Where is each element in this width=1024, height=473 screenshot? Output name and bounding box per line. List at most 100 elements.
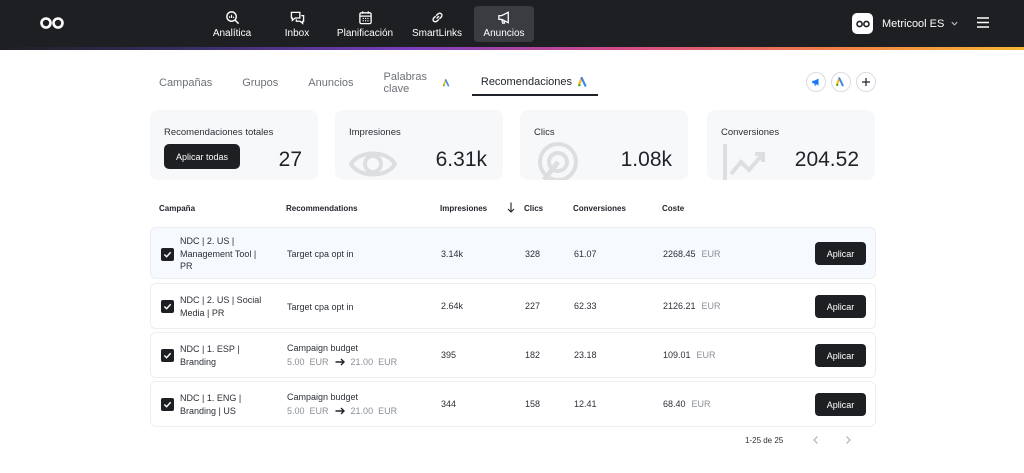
recommendation-type: Campaign budget [287, 392, 359, 402]
tab-anuncios[interactable]: Anuncios [299, 70, 362, 96]
table-row: NDC | 1. ENG | Branding | US Campaign bu… [150, 381, 876, 427]
row-checkbox[interactable] [161, 248, 174, 261]
google-ads-icon [836, 77, 844, 87]
stat-card-clicks: Clics 1.08k [520, 110, 688, 180]
cost-amount: 68.40 [663, 399, 686, 409]
link-icon [431, 12, 443, 22]
recommendation-text: Campaign budget 5.00 EUR 21.00 EUR [287, 390, 397, 418]
column-header-impressions[interactable]: Impresiones [440, 204, 488, 213]
stat-value: 27 [278, 148, 302, 171]
budget-from: 5.00 [287, 406, 305, 416]
hamburger-menu-icon[interactable] [977, 17, 989, 28]
campaign-name: NDC | 1. ENG | Branding | US [180, 393, 242, 416]
campaign-name: NDC | 1. ESP | Branding [180, 344, 240, 367]
apply-button[interactable]: Aplicar [815, 295, 866, 318]
stat-label: Clics [534, 127, 555, 138]
table-header: Campaña Recommendations Impresiones Clic… [150, 198, 876, 218]
cost-currency: EUR [691, 399, 711, 409]
metricool-logo-icon[interactable] [40, 16, 64, 30]
sort-descending-icon[interactable] [507, 202, 515, 213]
stat-card-conversions: Conversiones 204.52 [707, 110, 875, 180]
row-checkbox[interactable] [161, 349, 174, 362]
impressions-value: 395 [441, 350, 457, 360]
budget-currency: EUR [309, 406, 329, 416]
recommendation-type: Target cpa opt in [287, 302, 354, 312]
column-header-conversions[interactable]: Conversiones [573, 204, 626, 213]
nav-item-analitica[interactable]: Analítica [200, 6, 264, 42]
account-name: Metricool ES [882, 17, 945, 30]
clicks-value: 328 [525, 249, 541, 259]
column-header-cost[interactable]: Coste [662, 204, 685, 213]
megaphone-icon [497, 10, 509, 24]
stat-card-total-recommendations: Recomendaciones totales Aplicar todas 27 [150, 110, 318, 180]
cost-currency: EUR [696, 350, 716, 360]
nav-item-label: Planificación [336, 27, 394, 39]
clicks-value: 227 [525, 301, 541, 311]
tab-label: Palabras clave [383, 71, 427, 95]
budget-change: 5.00 EUR 21.00 EUR [287, 355, 397, 369]
chevron-right-icon[interactable] [842, 434, 854, 446]
arrow-right-icon [335, 358, 345, 366]
recommendation-type: Campaign budget [287, 343, 359, 353]
plus-icon [862, 78, 870, 86]
stat-label: Impresiones [349, 127, 401, 138]
ads-tabs: Campañas Grupos Anuncios Palabras clave … [150, 70, 610, 96]
cost-value: 2268.45 EUR [663, 249, 721, 259]
checkmark-icon [163, 303, 172, 310]
stat-label: Recomendaciones totales [164, 127, 274, 138]
clicks-value: 182 [525, 350, 541, 360]
apply-all-button[interactable]: Aplicar todas [164, 144, 240, 169]
eye-icon [349, 151, 397, 177]
budget-change: 5.00 EUR 21.00 EUR [287, 404, 397, 418]
table-row: NDC | 2. US | Management Tool | PR Targe… [150, 227, 876, 279]
tab-grupos[interactable]: Grupos [233, 70, 287, 96]
chevron-left-icon[interactable] [810, 434, 822, 446]
google-ads-icon [442, 79, 449, 87]
conversions-value: 23.18 [574, 350, 597, 360]
google-ads-icon [578, 77, 587, 87]
cost-value: 2126.21 EUR [663, 301, 721, 311]
nav-item-label: Analítica [212, 27, 252, 39]
nav-item-label: Anuncios [483, 27, 525, 39]
tab-label: Recomendaciones [480, 76, 572, 88]
meta-ads-account-button[interactable] [806, 72, 826, 92]
nav-item-inbox[interactable]: Inbox [266, 6, 328, 42]
chevron-down-icon [951, 21, 958, 26]
column-header-campaign[interactable]: Campaña [159, 204, 196, 213]
impressions-value: 2.64k [441, 301, 464, 311]
column-header-recommendations[interactable]: Recommendations [286, 204, 358, 213]
add-account-button[interactable] [856, 72, 876, 92]
tab-recomendaciones[interactable]: Recomendaciones [471, 70, 598, 96]
stat-value: 204.52 [794, 148, 859, 171]
recommendation-text: Target cpa opt in [287, 300, 354, 314]
tab-campanas[interactable]: Campañas [150, 70, 221, 96]
apply-button[interactable]: Aplicar [815, 242, 866, 265]
row-checkbox[interactable] [161, 300, 174, 313]
nav-item-anuncios[interactable]: Anuncios [474, 6, 534, 42]
cost-amount: 2126.21 [663, 301, 696, 311]
google-ads-account-button[interactable] [831, 72, 851, 92]
account-switcher[interactable]: Metricool ES [852, 13, 959, 34]
calendar-icon [358, 10, 372, 24]
tab-label: Grupos [242, 77, 279, 89]
nav-item-planificacion[interactable]: Planificación [330, 6, 400, 42]
recommendation-text: Campaign budget 5.00 EUR 21.00 EUR [287, 341, 397, 369]
apply-button[interactable]: Aplicar [815, 393, 866, 416]
trend-up-icon [723, 144, 765, 180]
tab-palabras-clave[interactable]: Palabras clave [375, 70, 460, 96]
apply-button[interactable]: Aplicar [815, 344, 866, 367]
budget-to: 21.00 [350, 406, 374, 416]
analytics-search-icon [225, 10, 239, 24]
campaign-name: NDC | 2. US | Social Media | PR [180, 295, 262, 318]
campaign-name: NDC | 2. US | Management Tool | PR [180, 236, 257, 271]
row-checkbox[interactable] [161, 398, 174, 411]
pagination-label: 1-25 de 25 [745, 436, 784, 445]
cost-amount: 109.01 [663, 350, 691, 360]
budget-currency: EUR [378, 357, 398, 367]
cost-currency: EUR [701, 301, 721, 311]
click-target-icon [538, 142, 578, 180]
table-row: NDC | 1. ESP | Branding Campaign budget … [150, 332, 876, 378]
connected-accounts [806, 72, 881, 92]
column-header-clicks[interactable]: Clics [524, 204, 544, 213]
nav-item-smartlinks[interactable]: SmartLinks [402, 6, 472, 42]
